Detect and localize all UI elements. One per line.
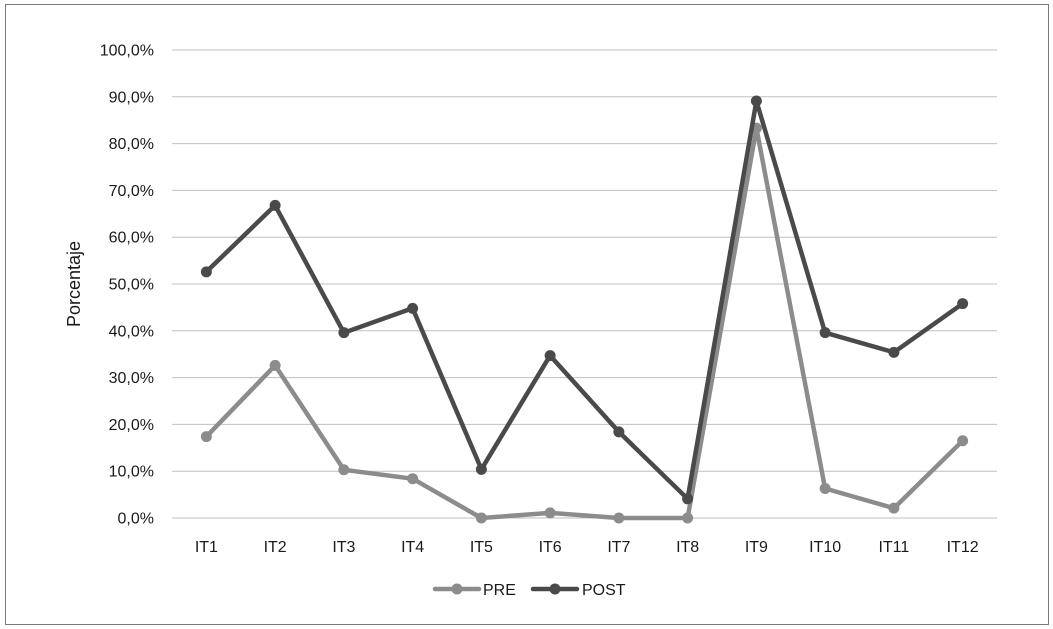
data-point-pre [957,435,969,447]
data-point-post [750,95,762,107]
y-axis-title: Porcentaje [64,241,84,327]
x-tick-label: IT6 [539,539,562,556]
legend-label-pre: PRE [483,582,516,599]
gridlines [172,49,997,519]
y-tick-label: 70,0% [109,183,154,200]
legend: PRE POST [432,582,626,599]
series-layer [200,95,969,524]
y-tick-label: 50,0% [109,277,154,294]
data-point-post [544,350,556,362]
chart-frame [5,4,1049,625]
y-axis-tick-labels: 0,0% 10,0% 20,0% 30,0% 40,0% 50,0% 60,0% 70,0% 8… [100,43,154,528]
legend-label-post: POST [582,582,626,599]
data-point-post [269,199,281,211]
y-tick-label: 20,0% [109,417,154,434]
legend-marker-post [549,583,561,595]
x-tick-label: IT10 [809,539,841,556]
x-tick-label: IT9 [745,539,768,556]
x-tick-label: IT5 [470,539,493,556]
y-tick-label: 40,0% [109,323,154,340]
x-tick-label: IT7 [607,539,630,556]
legend-marker-pre [451,583,463,595]
data-point-pre [338,464,350,476]
x-tick-label: IT3 [332,539,355,556]
data-point-post [407,302,419,314]
y-tick-label: 60,0% [109,230,154,247]
data-point-post [475,463,487,475]
data-point-pre [407,473,419,485]
x-tick-label: IT11 [878,539,909,556]
y-tick-label: 10,0% [109,464,154,481]
data-point-pre [475,512,487,524]
data-point-pre [200,431,212,443]
data-point-post [888,346,900,358]
y-tick-label: 30,0% [109,370,154,387]
data-point-pre [682,512,694,524]
x-tick-label: IT1 [195,539,218,556]
y-tick-label: 0,0% [118,511,154,528]
data-point-post [957,298,969,310]
x-tick-label: IT4 [401,539,424,556]
series-line-post [204,98,965,502]
data-point-post [613,426,625,438]
x-axis-tick-labels: IT1 IT2 IT3 IT4 IT5 IT6 IT7 IT8 IT9 IT10 IT11 IT12 [195,539,979,556]
data-point-pre [888,502,900,514]
series-line-pre [204,125,965,521]
data-point-post [200,266,212,278]
data-point-post [682,493,694,505]
y-tick-label: 80,0% [109,136,154,153]
data-point-pre [819,483,831,495]
x-tick-label: IT12 [947,539,979,556]
data-point-pre [544,507,556,519]
y-tick-label: 90,0% [109,89,154,106]
data-point-post [819,327,831,339]
data-point-post [338,327,350,339]
x-tick-label: IT8 [676,539,699,556]
x-tick-label: IT2 [264,539,287,556]
y-tick-label: 100,0% [100,43,154,60]
data-point-pre [613,512,625,524]
data-point-pre [269,359,281,371]
